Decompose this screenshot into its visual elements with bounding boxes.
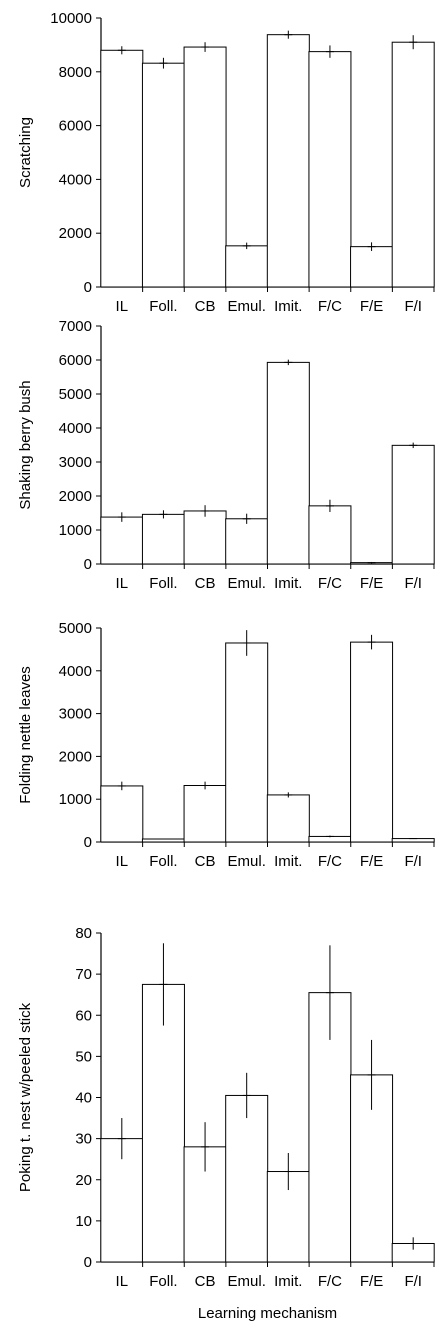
panel-3-y-tick-label: 1000 (59, 791, 92, 808)
panel-3-x-tick-label: CB (195, 853, 216, 870)
panel-2-x-tick-label: Imit. (274, 575, 302, 592)
panel-4-x-axis-label: Learning mechanism (198, 1305, 337, 1322)
panel-3-x-tick-label: F/E (360, 853, 383, 870)
panel-2-x-tick-label: CB (195, 575, 216, 592)
panel-1-x-tick-label: Emul. (228, 298, 266, 315)
panel-3-x-tick-label: F/I (404, 853, 422, 870)
panel-3-x-tick-label: F/C (318, 853, 342, 870)
panel-1-bar-Imit. (266, 34, 310, 288)
panel-2-y-tick-label: 3000 (59, 454, 92, 471)
panel-4-x-tick-label: Imit. (274, 1273, 302, 1290)
panel-1-x-tick-label: IL (116, 298, 129, 315)
panel-4-bar-Foll. (141, 983, 185, 1263)
panel-2-x-tick-label: Foll. (149, 575, 177, 592)
panel-1-y-tick-label: 8000 (59, 64, 92, 81)
panel-1-y-tick-label: 0 (84, 279, 92, 296)
panel-2-y-tick-label: 5000 (59, 386, 92, 403)
panel-1-bar-CB (183, 46, 227, 288)
panel-3-bar-Emul. (225, 642, 269, 843)
panel-3-y-tick-label: 3000 (59, 706, 92, 723)
panel-3-bar-IL (100, 785, 144, 843)
panel-4-y-tick-label: 50 (75, 1048, 92, 1065)
panel-1-x-tick-label: CB (195, 298, 216, 315)
panel-4-y-tick-label: 30 (75, 1131, 92, 1148)
panel-4-y-tick-label: 60 (75, 1007, 92, 1024)
panel-3-bar-Imit. (266, 794, 310, 843)
panel-1-bar-F/E (350, 246, 394, 288)
panel-1-x-tick-label: F/I (404, 298, 422, 315)
panel-1-y-tick-label: 4000 (59, 171, 92, 188)
panel-3-bar-F/E (350, 641, 394, 843)
panel-1-x-tick-label: Foll. (149, 298, 177, 315)
panel-4-bar-Emul. (225, 1094, 269, 1263)
panel-3-y-tick-label: 2000 (59, 748, 92, 765)
panel-1-y-tick-label: 10000 (50, 10, 92, 27)
panel-1-y-tick-label: 2000 (59, 225, 92, 242)
panel-2-x-tick-label: F/E (360, 575, 383, 592)
panel-4-x-tick-label: CB (195, 1273, 216, 1290)
panel-4-y-tick-label: 40 (75, 1090, 92, 1107)
panel-1-y-tick-label: 6000 (59, 118, 92, 135)
panel-3-x-tick-label: Foll. (149, 853, 177, 870)
panel-2-bar-F/I (391, 444, 435, 565)
panel-4-x-tick-label: IL (116, 1273, 129, 1290)
panel-2-y-tick-label: 1000 (59, 522, 92, 539)
panel-3-y-axis-label: Folding nettle leaves (17, 666, 34, 804)
panel-3-bar-F/I (391, 838, 435, 843)
panel-3-x-tick-label: Emul. (228, 853, 266, 870)
panel-3-y-tick-label: 4000 (59, 663, 92, 680)
panel-4-y-axis-label: Poking t. nest w/peeled stick (17, 1002, 34, 1192)
panel-2-y-axis-label: Shaking berry bush (17, 380, 34, 509)
panel-4-x-tick-label: Emul. (228, 1273, 266, 1290)
panel-2-x-tick-label: IL (116, 575, 129, 592)
panel-1-x-tick-label: F/E (360, 298, 383, 315)
panel-4-x-tick-label: F/E (360, 1273, 383, 1290)
panel-2-x-tick-label: Emul. (228, 575, 266, 592)
panel-1-bar-F/I (391, 41, 435, 288)
panel-2-bar-IL (100, 516, 144, 565)
panel-1-x-tick-label: F/C (318, 298, 342, 315)
panel-4-y-tick-label: 10 (75, 1213, 92, 1230)
panel-2-bar-CB (183, 510, 227, 565)
panel-2-y-tick-label: 2000 (59, 488, 92, 505)
panel-3-x-tick-label: IL (116, 853, 129, 870)
panel-1-y-axis-label: Scratching (17, 117, 34, 188)
panel-2-bar-Imit. (266, 361, 310, 565)
panel-2-y-tick-label: 6000 (59, 352, 92, 369)
panel-1-bar-IL (100, 49, 144, 288)
panel-4-x-tick-label: Foll. (149, 1273, 177, 1290)
panel-4-x-tick-label: F/I (404, 1273, 422, 1290)
panel-2-x-tick-label: F/C (318, 575, 342, 592)
panel-4-y-tick-label: 0 (84, 1254, 92, 1271)
panel-4-x-tick-label: F/C (318, 1273, 342, 1290)
panel-2-bar-F/C (308, 505, 352, 565)
panel-1-bar-Emul. (225, 245, 269, 288)
panel-1-bar-F/C (308, 51, 352, 288)
panel-2-bar-Foll. (141, 513, 185, 565)
panel-4-y-tick-label: 20 (75, 1172, 92, 1189)
panel-2-bar-Emul. (225, 518, 269, 565)
panel-3-y-tick-label: 5000 (59, 620, 92, 637)
panel-3-bar-CB (183, 785, 227, 843)
panel-2-y-tick-label: 7000 (59, 318, 92, 335)
panel-2-x-tick-label: F/I (404, 575, 422, 592)
panel-4-y-tick-label: 80 (75, 925, 92, 942)
panel-3-y-tick-label: 0 (84, 834, 92, 851)
panel-3-x-tick-label: Imit. (274, 853, 302, 870)
panel-2-y-tick-label: 0 (84, 556, 92, 573)
panel-4-y-tick-label: 70 (75, 966, 92, 983)
panel-1-x-tick-label: Imit. (274, 298, 302, 315)
panel-1-bar-Foll. (141, 62, 185, 288)
panel-2-y-tick-label: 4000 (59, 420, 92, 437)
